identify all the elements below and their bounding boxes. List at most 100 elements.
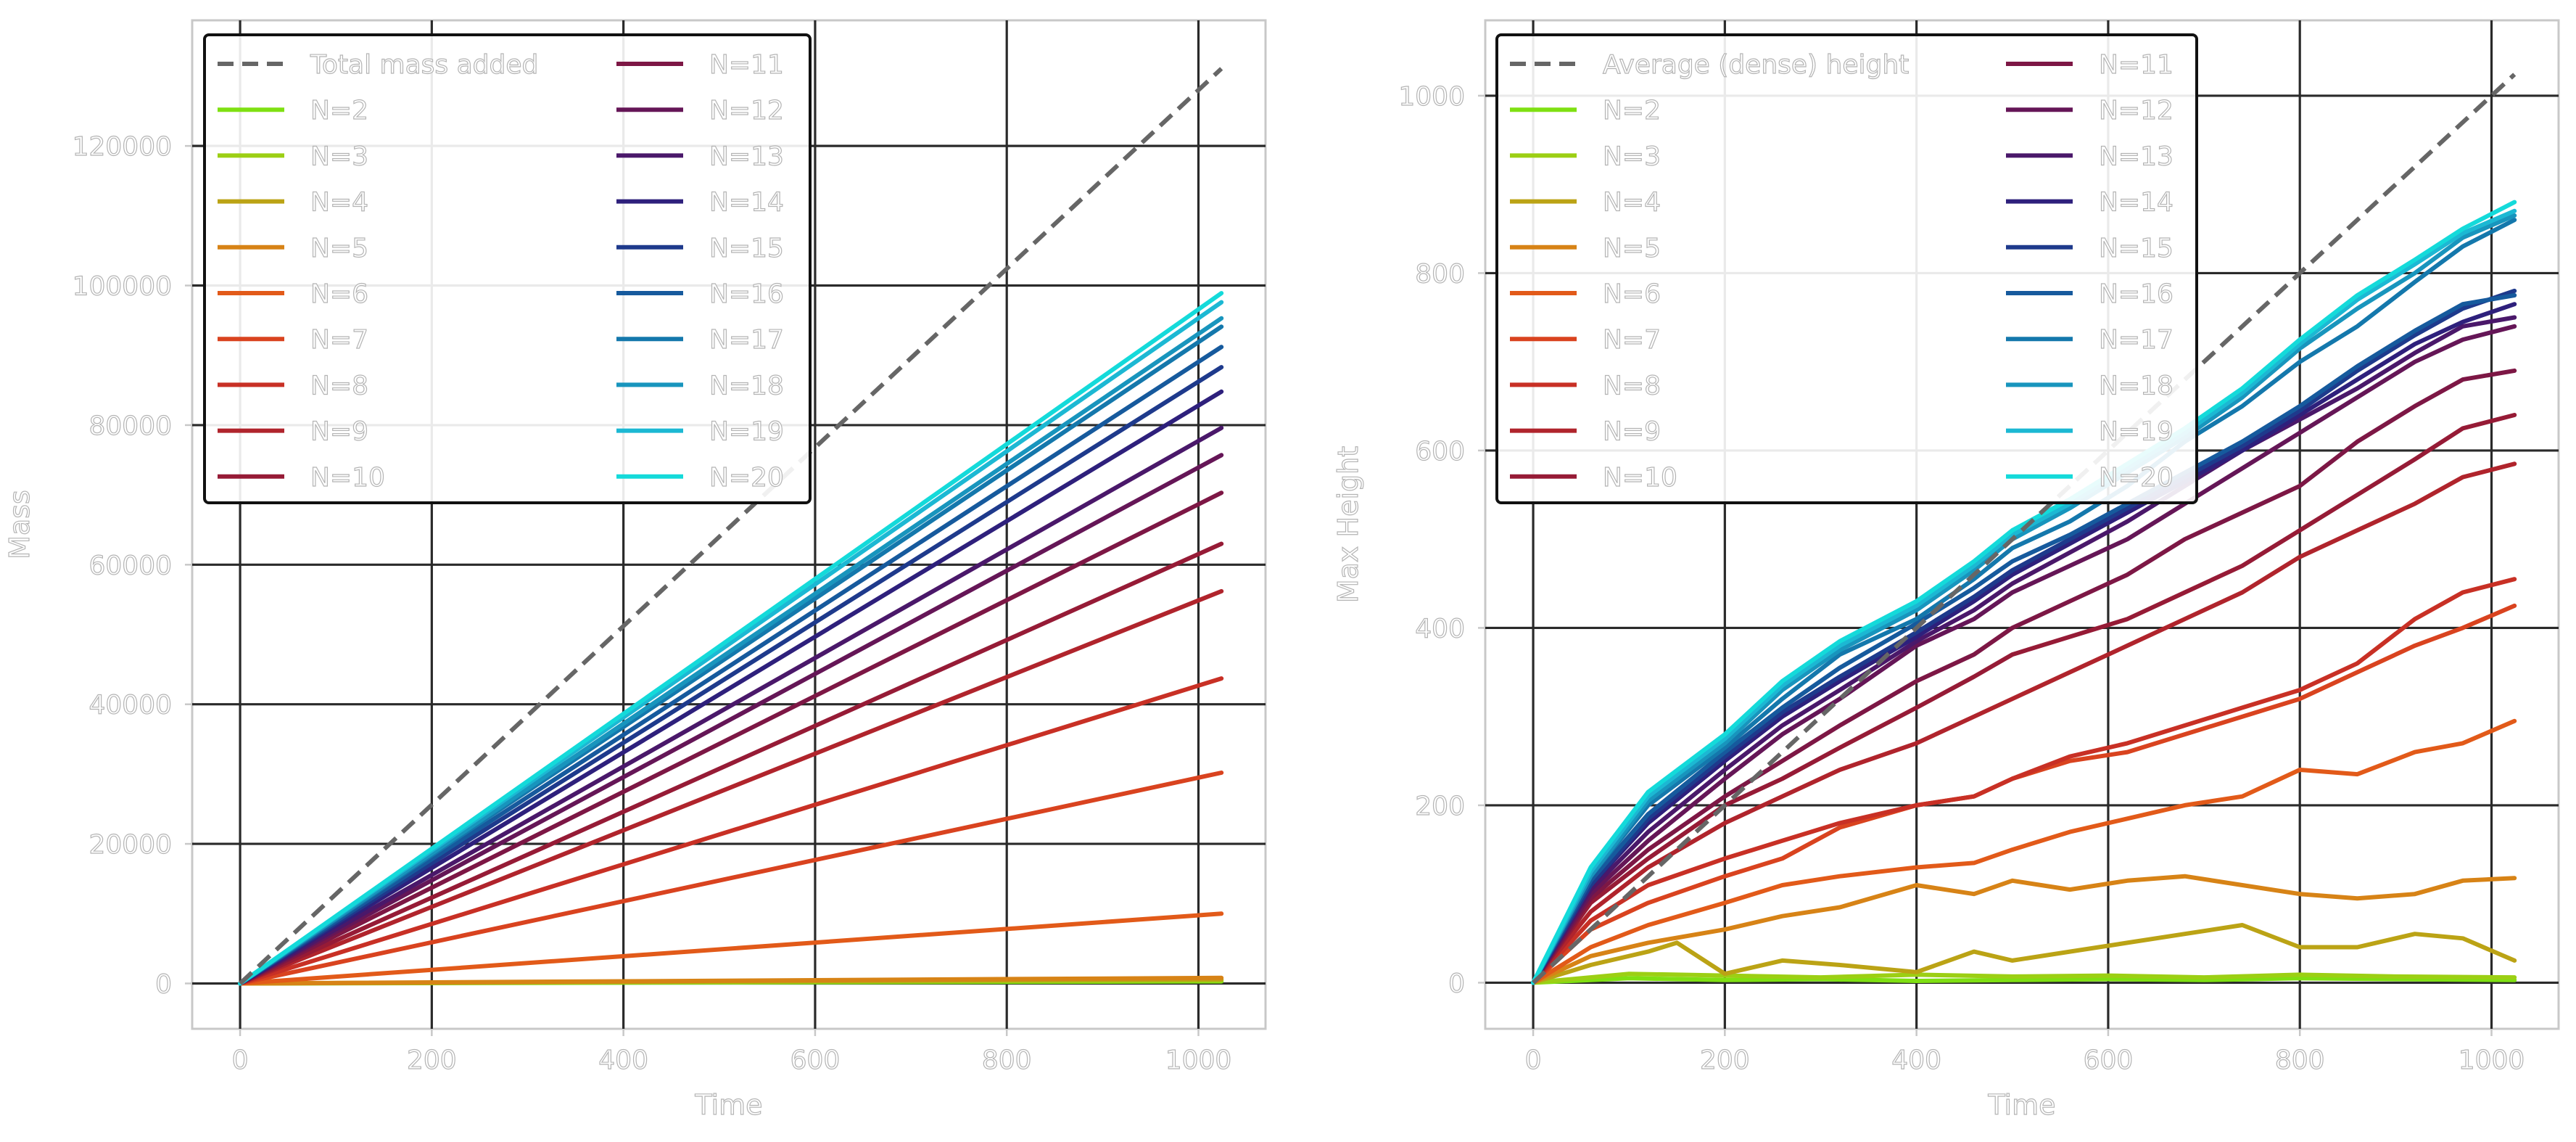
legend-label: N=11 — [2099, 50, 2174, 80]
series-line-N9 — [1531, 461, 2517, 985]
legend-label: N=8 — [1603, 371, 1661, 400]
legend-label: N=15 — [709, 234, 784, 263]
series-line-N6 — [1531, 718, 2517, 985]
y-tick-label: 40000 — [88, 691, 172, 720]
reference-line — [1532, 73, 2517, 985]
legend-label: N=12 — [709, 96, 784, 126]
y-tick-label: 1000 — [1398, 82, 1465, 112]
legend-label: N=2 — [1603, 96, 1661, 126]
y-tick-label: 120000 — [73, 132, 172, 162]
series-line-N10 — [1531, 413, 2517, 985]
legend-label: N=17 — [2099, 325, 2174, 355]
x-tick-label: 200 — [407, 1046, 457, 1075]
legend-label: N=13 — [2099, 141, 2174, 171]
x-tick-label: 0 — [1525, 1046, 1542, 1075]
legend-label: N=13 — [709, 141, 784, 171]
series-line-N15 — [238, 365, 1224, 986]
series-line-N16 — [1531, 293, 2517, 985]
series-line-N16 — [238, 345, 1224, 986]
legend-label: N=20 — [709, 463, 784, 493]
legend-label: N=17 — [709, 325, 784, 355]
legend-label: N=7 — [1603, 325, 1661, 355]
series-line-N12 — [238, 453, 1224, 986]
legend-label: N=14 — [2099, 188, 2174, 218]
legend-box — [1495, 33, 2198, 504]
series-line-N13 — [238, 425, 1224, 986]
legend: Total mass added N=2 N=3 N=4 N=5 N=6 N=7 N=8 N=9… — [203, 33, 812, 504]
legend-label: N=3 — [1603, 141, 1661, 171]
series-line-N7 — [238, 771, 1224, 986]
y-tick-label: 60000 — [88, 551, 172, 580]
x-tick-label: 400 — [598, 1046, 648, 1075]
legend-label: N=18 — [709, 371, 784, 400]
x-tick-label: 600 — [2084, 1046, 2134, 1075]
y-tick-label: 80000 — [88, 411, 172, 441]
series-line-N2 — [1531, 976, 2517, 985]
legend-label: N=8 — [310, 371, 368, 400]
legend-label: N=10 — [310, 463, 385, 493]
y-tick-label: 400 — [1415, 614, 1465, 644]
x-axis-label: Time — [695, 1089, 763, 1121]
reference-line — [239, 67, 1223, 985]
legend-label: N=16 — [709, 279, 784, 309]
legend: Average (dense) height N=2 N=3 N=4 N=5 N=6 N=7… — [1495, 33, 2198, 504]
legend-label: N=14 — [709, 188, 784, 218]
y-tick-label: 600 — [1415, 437, 1465, 467]
series-line-N6 — [238, 911, 1224, 986]
series-line-N5 — [1531, 874, 2517, 985]
legend-label: N=4 — [310, 188, 368, 218]
series-line-N3 — [1531, 971, 2517, 985]
series-line-N10 — [238, 541, 1224, 986]
legend-label: N=19 — [709, 417, 784, 447]
x-tick-label: 600 — [790, 1046, 841, 1075]
series-line-N14 — [238, 389, 1224, 986]
x-tick-label: 1000 — [1165, 1046, 1232, 1075]
series-line-N19 — [1531, 208, 2517, 985]
series-line-N14 — [1531, 302, 2517, 985]
legend-label: N=5 — [1603, 234, 1661, 263]
legend-label: N=2 — [310, 96, 368, 126]
series-line-N18 — [238, 316, 1224, 986]
y-tick-label: 0 — [155, 969, 172, 999]
legend-label: N=6 — [310, 279, 368, 309]
series-line-N4 — [1531, 923, 2517, 985]
legend-label: N=5 — [310, 234, 368, 263]
x-tick-label: 0 — [232, 1046, 249, 1075]
series-line-N5 — [238, 975, 1224, 986]
legend-label: Average (dense) height — [1603, 50, 1909, 80]
y-axis-label: Mass — [4, 490, 36, 559]
x-tick-label: 200 — [1700, 1046, 1750, 1075]
series-group — [1531, 73, 2517, 985]
series-line-N9 — [238, 588, 1224, 986]
ticks: 0 200 400 600 800 1000 0 20000 40000 60000 80000 10… — [72, 132, 1232, 1076]
series-line-N20 — [238, 291, 1224, 986]
y-tick-label: 20000 — [88, 830, 172, 860]
y-tick-label: 800 — [1415, 259, 1465, 289]
y-axis-label: Max Height — [1332, 446, 1364, 603]
legend-label: N=18 — [2099, 371, 2174, 400]
legend-label: N=12 — [2099, 96, 2174, 126]
x-axis-label: Time — [1988, 1089, 2056, 1121]
ticks: 0 200 400 600 800 1000 0 200 400 600 800 1000 — [1398, 81, 2525, 1075]
legend-label: N=16 — [2099, 279, 2174, 309]
legend-label: N=3 — [310, 141, 368, 171]
x-tick-label: 400 — [1891, 1046, 1941, 1075]
series-line-N8 — [238, 676, 1224, 986]
series-line-N12 — [1531, 324, 2517, 985]
chart-panel-2: 0 200 400 600 800 1000 0 200 400 600 800 1000 Time Ma… — [1332, 19, 2560, 1122]
series-group — [238, 67, 1224, 986]
legend-label: N=15 — [2099, 234, 2174, 263]
series-line-N11 — [1531, 368, 2517, 985]
y-tick-label: 0 — [1448, 969, 1465, 998]
x-tick-label: 800 — [982, 1046, 1032, 1075]
legend-label: N=9 — [1603, 417, 1661, 447]
legend-label: N=19 — [2099, 417, 2174, 447]
series-line-N18 — [1531, 213, 2517, 985]
legend-label: N=20 — [2099, 463, 2174, 493]
x-tick-label: 1000 — [2459, 1046, 2525, 1075]
chart-panel-1: 0 200 400 600 800 1000 0 20000 40000 60000 80000 10… — [3, 19, 1267, 1122]
legend-label: N=6 — [1603, 279, 1661, 309]
series-line-N8 — [1531, 577, 2517, 985]
y-tick-label: 100000 — [73, 272, 172, 302]
